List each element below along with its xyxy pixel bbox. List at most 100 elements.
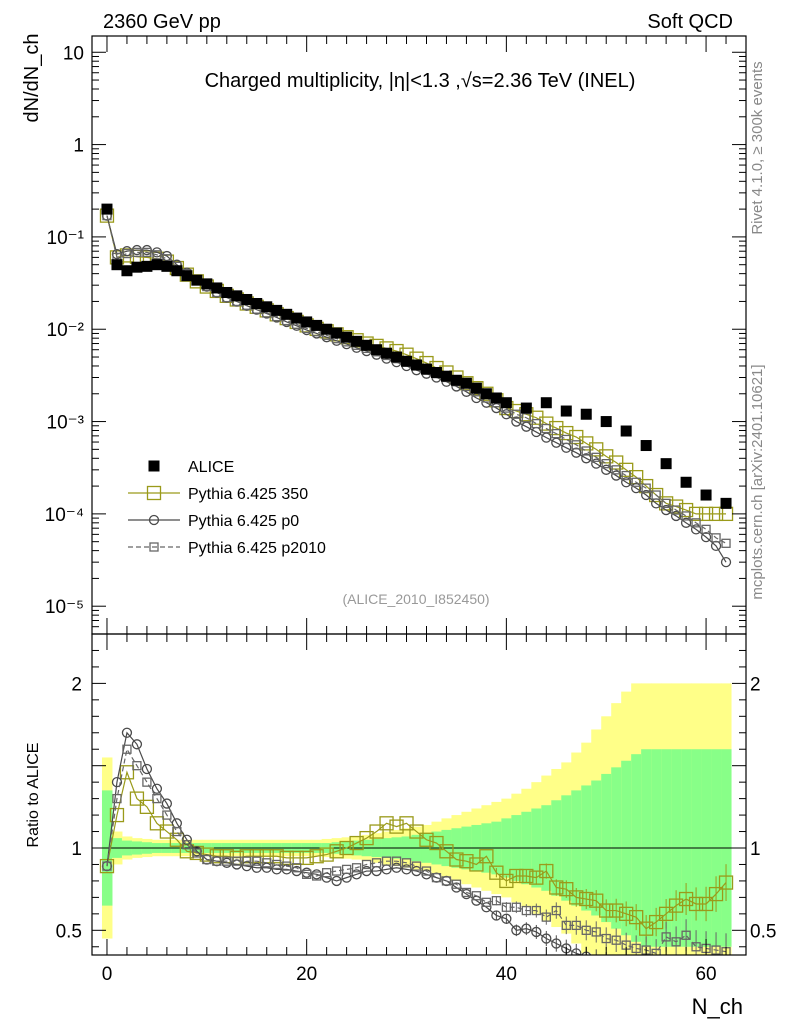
series-ratio-point: [569, 890, 584, 905]
series-ratio-point: [329, 844, 344, 859]
series-ratio-point: [681, 930, 691, 940]
series-ratio-point: [511, 902, 522, 912]
series-ratio-point: [481, 902, 492, 913]
series-ratio-point: [401, 864, 412, 875]
series-ratio-point: [269, 849, 284, 864]
alice-point: [171, 265, 183, 277]
series-point: [142, 247, 152, 258]
series-point: [720, 557, 732, 568]
series-point: [660, 504, 672, 516]
series-point: [680, 517, 692, 528]
series-ratio-point: [351, 863, 362, 873]
alice-point: [161, 260, 173, 272]
series-ratio-point: [139, 799, 155, 814]
alice-point: [460, 377, 472, 389]
series-ratio-point: [449, 852, 464, 867]
series-ratio-point: [531, 905, 541, 916]
alice-point: [620, 425, 632, 437]
alice-point: [351, 335, 363, 347]
series-ratio-point: [391, 862, 402, 873]
series-ratio-point: [222, 856, 232, 866]
series-ratio-point: [122, 744, 132, 754]
ratio-y-tick-label: 1: [71, 839, 82, 860]
series-point: [152, 250, 162, 260]
series-ratio-point: [439, 844, 454, 859]
series-ratio-point: [321, 868, 332, 878]
y-tick-label: 10: [63, 43, 84, 64]
series-ratio-point: [551, 938, 562, 949]
series-ratio-point: [461, 887, 472, 898]
series-ratio-point: [202, 854, 212, 865]
series-ratio-point: [541, 912, 551, 922]
alice-point: [381, 347, 393, 359]
series-ratio-point: [299, 850, 314, 866]
series-ratio-point: [149, 816, 165, 831]
series-point: [501, 409, 512, 420]
series-point: [551, 428, 561, 439]
series-ratio-point: [622, 965, 631, 974]
y-tick-label: 10⁻⁴: [45, 505, 84, 526]
series-ratio-point: [161, 798, 173, 809]
series-ratio-point: [602, 959, 611, 968]
alice-point: [361, 339, 373, 351]
alice-point: [480, 388, 492, 400]
alice-point: [660, 458, 672, 470]
ratio-y-axis-label: Ratio to ALICE: [25, 743, 42, 848]
series-ratio-point: [102, 861, 112, 871]
series-point: [661, 498, 671, 509]
alice-point: [371, 344, 383, 356]
series-ratio-point: [599, 903, 614, 918]
series-ratio-point: [129, 791, 145, 806]
series-point: [701, 524, 711, 534]
series-ratio-point: [142, 777, 152, 787]
header-left: 2360 GeV pp: [103, 11, 221, 33]
alice-point: [251, 297, 263, 309]
series-point: [561, 434, 571, 445]
series-point: [631, 477, 641, 487]
alice-point: [520, 402, 532, 414]
x-tick-label: 40: [496, 964, 517, 985]
alice-point: [490, 392, 502, 404]
series-ratio-point: [459, 854, 474, 869]
legend-marker-alice: [148, 460, 160, 472]
series-ratio-point: [651, 948, 661, 955]
series-ratio-point: [678, 891, 694, 907]
series-ratio-point: [302, 869, 312, 879]
series-ratio-point: [381, 856, 392, 866]
series-ratio-point: [379, 816, 394, 831]
alice-point: [430, 366, 442, 378]
series-point: [122, 248, 132, 259]
series-ratio-point: [361, 865, 372, 877]
series-ratio-point: [309, 849, 324, 864]
series-point: [571, 440, 581, 450]
series-ratio-point: [262, 858, 272, 868]
series-ratio-point: [271, 864, 282, 875]
series-ratio-point: [361, 859, 372, 870]
series-ratio-point: [141, 763, 153, 775]
series-ratio-point: [399, 816, 414, 831]
series-point: [511, 416, 522, 427]
series-ratio-point: [692, 985, 701, 994]
series-ratio-point: [431, 872, 442, 883]
legend-label: ALICE: [188, 459, 234, 476]
series-ratio-point: [619, 906, 634, 921]
series-point: [690, 524, 702, 535]
series-ratio-point: [172, 826, 182, 837]
alice-point: [211, 282, 223, 294]
series-point: [648, 487, 664, 503]
series-ratio-point: [571, 920, 581, 931]
rivet-label: Rivet 4.1.0, ≥ 300k events: [749, 61, 766, 234]
alice-point: [191, 274, 203, 286]
alice-point: [401, 355, 413, 367]
alice-point: [261, 301, 273, 313]
series-ratio-point: [698, 896, 714, 912]
series-ratio-point: [549, 880, 564, 895]
alice-point: [680, 476, 692, 488]
series-ratio-point: [491, 910, 502, 921]
series-ratio-point: [239, 849, 254, 864]
series-ratio-point: [611, 935, 621, 945]
series-ratio-point: [509, 868, 524, 884]
series-ratio-point: [648, 914, 664, 930]
series-point: [651, 490, 661, 500]
series-ratio-point: [331, 875, 342, 887]
